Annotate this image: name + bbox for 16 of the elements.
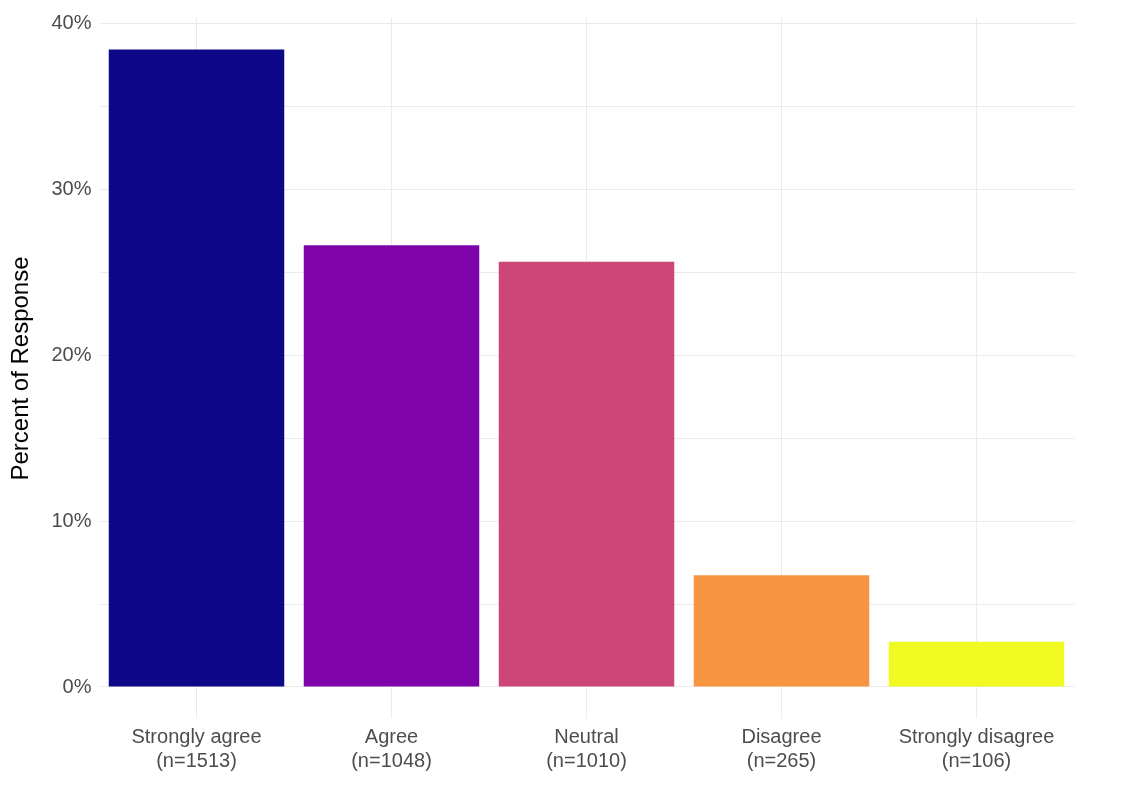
y-tick-label: 20% <box>51 343 92 366</box>
bar <box>303 245 480 687</box>
x-tick-label: Disagree (n=265) <box>741 724 822 771</box>
y-tick-label: 10% <box>51 509 92 532</box>
y-tick-label: 40% <box>51 11 92 34</box>
bar <box>498 261 675 687</box>
x-tick-label: Neutral (n=1010) <box>546 724 627 771</box>
y-tick-label: 30% <box>51 177 92 200</box>
y-axis-title: Percent of Response <box>6 256 34 481</box>
x-tick-label: Strongly agree (n=1513) <box>131 724 262 771</box>
x-tick-label: Strongly disagree (n=106) <box>898 724 1055 771</box>
y-tick-label: 0% <box>62 674 92 697</box>
bar <box>693 575 870 687</box>
bar <box>108 49 285 687</box>
bar <box>888 641 1065 687</box>
x-tick-label: Agree (n=1048) <box>351 724 432 771</box>
